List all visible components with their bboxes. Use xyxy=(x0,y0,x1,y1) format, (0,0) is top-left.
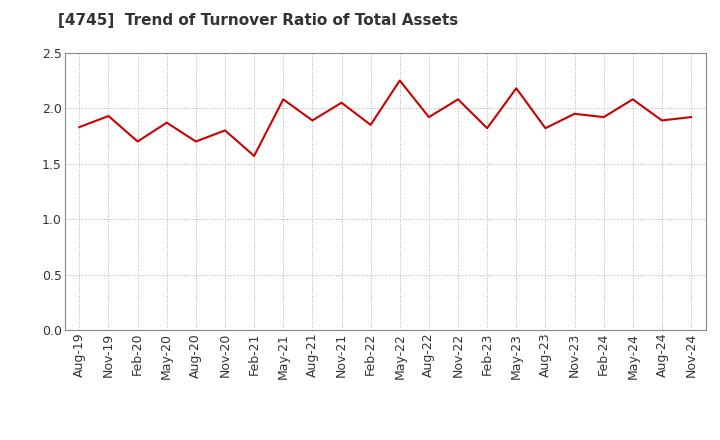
Text: [4745]  Trend of Turnover Ratio of Total Assets: [4745] Trend of Turnover Ratio of Total … xyxy=(58,13,458,28)
